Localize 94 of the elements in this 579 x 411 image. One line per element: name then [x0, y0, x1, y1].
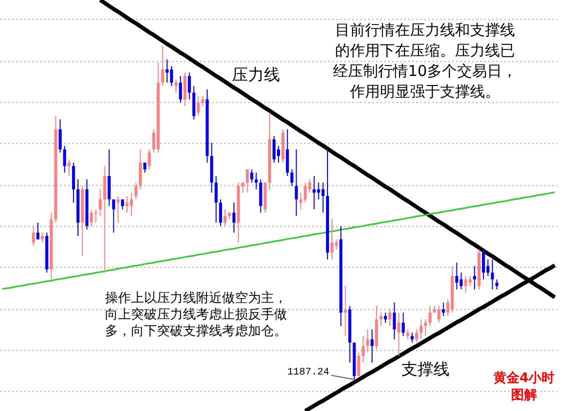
annotation: 1187.24 [287, 367, 330, 378]
candlestick [98, 189, 102, 216]
candlestick [116, 196, 120, 223]
candlestick [250, 169, 254, 183]
candlestick [214, 176, 218, 223]
candlestick [232, 202, 236, 233]
candlestick [379, 312, 382, 326]
candlestick [188, 72, 191, 100]
candlestick [402, 312, 405, 336]
candlestick [450, 266, 454, 313]
candlestick [339, 226, 342, 326]
candlestick [76, 179, 80, 236]
candlestick [326, 149, 330, 260]
candlestick [219, 199, 222, 226]
candlestick [236, 182, 240, 243]
candlestick [103, 166, 106, 273]
candlestick [36, 222, 40, 240]
candlestick [54, 116, 58, 223]
text: 黄金4小时图解 [492, 371, 555, 403]
candlestick [442, 302, 445, 316]
candlestick [495, 279, 498, 290]
candlestick [344, 286, 347, 336]
candlestick [241, 182, 244, 193]
candlestick [375, 306, 378, 350]
candlestick [366, 329, 370, 353]
candlestick [352, 342, 356, 380]
candlestick [357, 352, 360, 376]
candlestick [121, 199, 124, 210]
candlestick [478, 249, 481, 290]
candlestick [264, 182, 267, 213]
series-label: 支撑线 [402, 360, 450, 379]
candlestick [174, 79, 178, 93]
candlestick [428, 306, 432, 326]
candlestick [228, 212, 231, 220]
candlestick [455, 262, 458, 290]
candlestick [50, 212, 53, 280]
candlestick [192, 86, 196, 120]
candlestick [348, 306, 352, 363]
candlestick [196, 96, 200, 116]
candlestick [148, 149, 151, 170]
candlestick [424, 319, 428, 336]
candlestick [68, 159, 71, 176]
candlestick [161, 46, 164, 86]
candlestick [272, 136, 276, 163]
candlestick [406, 329, 410, 340]
candlestick [112, 199, 116, 233]
candlestick [415, 329, 418, 343]
candlestick [370, 329, 374, 363]
annotation: 目前行情在压力线和支撑线的作用下在压缩。压力线已经压制行情10多个交易日，作用明显强于支撑线。 [332, 21, 518, 100]
candlestick [246, 169, 249, 193]
candlestick [183, 72, 186, 106]
candlestick [290, 169, 294, 186]
candlestick [94, 209, 98, 223]
candlestick [286, 129, 289, 176]
candlestick [473, 266, 476, 290]
candlestick [268, 112, 272, 190]
candlestick [72, 162, 76, 203]
candlestick [384, 312, 387, 323]
candlestick [206, 89, 209, 163]
candlestick [178, 76, 182, 103]
candlestick [362, 336, 365, 363]
candlestick [166, 59, 169, 83]
candlestick [58, 119, 62, 153]
candlestick [294, 149, 298, 216]
candlestick [45, 232, 48, 273]
candlestick [108, 149, 111, 206]
annotation: 操作上以压力线附近做空为主，向上突破压力线考虑止损反手做多，向下突破支撑线考虑加仓。 [105, 290, 287, 339]
candlestick [40, 232, 44, 243]
candlestick [130, 192, 133, 216]
candlestick [63, 146, 66, 173]
candlestick [138, 149, 142, 190]
candlestick [281, 129, 284, 163]
candlestick [254, 172, 258, 190]
candlestick [32, 226, 35, 246]
candlestick [85, 179, 88, 230]
candlestick [80, 186, 84, 256]
candlestick [312, 176, 316, 210]
candlestick [224, 209, 227, 226]
candlestick [201, 96, 204, 106]
candlestick [210, 142, 214, 193]
candlestick [410, 332, 414, 343]
series-label: 压力线 [232, 65, 280, 84]
candlestick [490, 259, 494, 290]
candlestick [388, 309, 392, 326]
candlestick [464, 276, 468, 293]
candlestick [259, 179, 262, 213]
candlestick [392, 302, 396, 340]
candlestick [304, 182, 307, 203]
candlestick [397, 312, 400, 356]
candlestick [134, 182, 138, 200]
candlestick [299, 192, 302, 210]
candlestick [143, 162, 146, 173]
candlestick [420, 319, 423, 340]
candlestick [437, 306, 440, 323]
